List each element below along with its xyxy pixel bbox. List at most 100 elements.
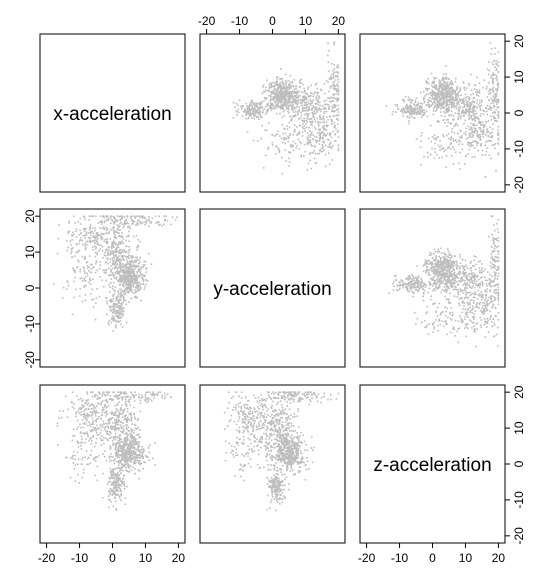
point-r1-c2-544: [447, 278, 450, 281]
point-r0-c1-716: [259, 114, 262, 117]
point-r0-c2-1082: [497, 82, 499, 85]
point-r1-c0-570: [135, 291, 137, 293]
point-r1-c0-1186: [92, 298, 95, 301]
point-r0-c2-1076: [492, 72, 495, 74]
point-r1-c0-954: [103, 240, 105, 243]
point-r1-c0-265: [145, 279, 147, 281]
point-r1-c2-691: [412, 284, 415, 286]
point-r0-c2-930: [497, 111, 500, 113]
point-r1-c0-1140: [79, 277, 82, 280]
point-r1-c2-484: [475, 293, 477, 295]
point-r0-c1-828: [243, 111, 245, 113]
point-r0-c2-157: [446, 83, 448, 86]
point-r1-c0-625: [119, 222, 121, 225]
point-r1-c2-624: [471, 280, 473, 283]
point-r1-c2-312: [438, 250, 440, 253]
point-r2-c0-11: [126, 462, 129, 465]
point-r0-c1-1065: [337, 99, 340, 101]
point-r1-c2-727: [409, 283, 412, 286]
point-r1-c2-524: [463, 266, 465, 268]
point-r0-c2-673: [442, 97, 444, 99]
point-r0-c1-453: [295, 85, 298, 88]
point-r1-c0-975: [86, 243, 88, 246]
point-r0-c2-870: [468, 117, 471, 120]
point-r0-c2-239: [433, 98, 435, 101]
point-r1-c0-650: [139, 240, 141, 243]
point-r0-c2-1168: [436, 121, 439, 123]
point-r1-c2-141: [450, 266, 453, 269]
point-r1-c0-824: [113, 319, 116, 321]
point-r1-c2-510: [448, 287, 450, 290]
point-r1-c0-435: [105, 261, 108, 263]
point-r1-c2-1006: [462, 300, 465, 302]
point-r0-c1-268: [276, 95, 278, 98]
point-r0-c2-1033: [492, 79, 494, 82]
point-r1-c2-581: [471, 272, 473, 274]
point-r0-c1-668: [295, 95, 297, 97]
point-r0-c1-225: [288, 102, 291, 104]
point-r0-c1-1087: [335, 88, 338, 90]
point-r0-c1-625: [305, 119, 308, 122]
point-r0-c2-806: [423, 113, 426, 116]
point-r0-c1-665: [268, 106, 271, 109]
point-r1-c2-582: [477, 294, 480, 296]
point-r0-c1-607: [295, 101, 298, 103]
point-r2-c0-15: [130, 458, 133, 460]
point-r1-c0-1104: [164, 218, 166, 221]
point-r1-c0-344: [140, 268, 142, 270]
point-r1-c2-1023: [497, 250, 500, 253]
point-r0-c1-1089: [332, 107, 335, 109]
point-r0-c2-822: [407, 122, 410, 125]
point-r0-c1-739: [258, 102, 261, 104]
point-r0-c2-744: [419, 113, 421, 115]
point-r1-c0-1210: [83, 279, 86, 281]
point-r0-c1-635: [303, 96, 306, 98]
point-r0-c2-142: [443, 81, 445, 83]
point-r1-c2-724: [411, 278, 414, 280]
point-r0-c2-1056: [494, 47, 496, 49]
point-r1-c0-778: [108, 323, 110, 326]
point-r1-c2-1063: [495, 272, 497, 274]
point-r0-c2-732: [406, 111, 409, 114]
point-r1-c0-1159: [79, 268, 82, 271]
point-r0-c1-14: [282, 98, 285, 100]
point-r0-c2-538: [451, 102, 454, 105]
point-r1-c0-830: [112, 330, 114, 332]
point-r1-c0-1052: [148, 219, 151, 222]
point-r1-c2-771: [409, 282, 411, 284]
point-r1-c2-961: [476, 306, 479, 308]
point-r0-c1-920: [322, 134, 325, 137]
point-r1-c2-1226: [457, 341, 460, 344]
point-r1-c0-907: [113, 232, 115, 235]
point-r1-c0-278: [128, 291, 130, 293]
point-r1-c2-712: [400, 284, 403, 286]
point-r0-c2-20: [435, 109, 438, 111]
point-r0-c2-521: [451, 92, 454, 94]
point-r1-c0-1208: [94, 318, 97, 321]
point-r1-c0-804: [120, 303, 123, 305]
point-r1-c0-228: [150, 263, 153, 265]
point-r1-c2-986: [486, 303, 488, 306]
point-r0-c1-1096: [327, 61, 330, 64]
point-r0-c1-638: [295, 107, 297, 109]
point-r0-c2-406: [440, 94, 443, 96]
point-r1-c2-271: [431, 262, 433, 264]
point-r1-c2-607: [481, 276, 483, 278]
point-r0-c2-1032: [488, 69, 490, 72]
point-r2-c0-50: [131, 454, 134, 457]
point-r1-c2-281: [434, 270, 436, 272]
point-r1-c0-534: [129, 227, 131, 230]
point-r0-c2-1117: [495, 88, 498, 91]
point-r0-c1-574: [307, 86, 310, 88]
point-r1-c2-1056: [492, 259, 494, 261]
point-r0-c1-969: [316, 140, 318, 142]
point-r0-c2-984: [475, 112, 478, 115]
point-r0-c2-945: [488, 139, 491, 142]
point-r1-c0-549: [121, 277, 123, 280]
point-r0-c2-244: [443, 88, 446, 90]
point-r1-c0-525: [121, 232, 123, 234]
point-r1-c0-1225: [73, 280, 75, 283]
point-r0-c2-739: [410, 110, 413, 112]
point-r1-c2-246: [445, 288, 448, 291]
point-r1-c2-755: [420, 277, 423, 280]
